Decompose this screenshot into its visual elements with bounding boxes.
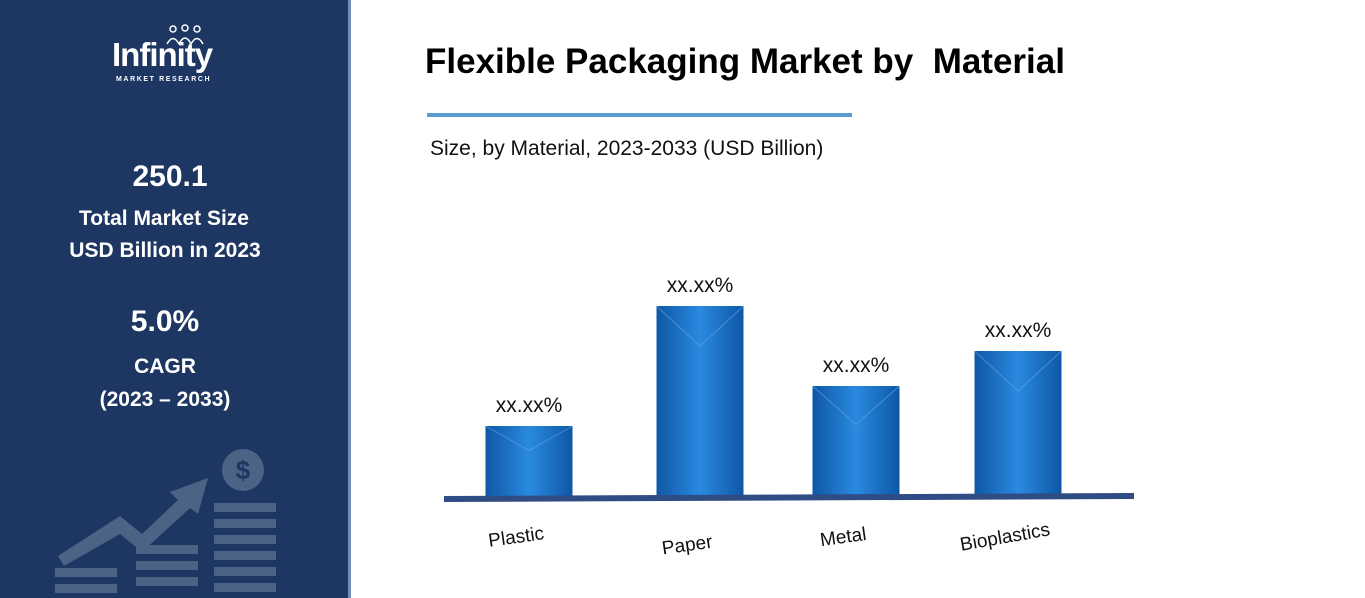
bar-bevel-plastic — [485, 425, 573, 452]
cagr-label: CAGR — [134, 355, 196, 378]
cagr-period: (2023 – 2033) — [99, 388, 231, 411]
bar-plastic — [485, 426, 573, 496]
logo-wordmark: Infinity — [112, 36, 213, 73]
logo-people-icon — [166, 24, 204, 45]
sidebar: Infinity MARKET RESEARCH 250.1 Total Mar… — [0, 0, 348, 598]
market-size-label-line1: Total Market Size — [79, 207, 249, 230]
logo-tagline: MARKET RESEARCH — [116, 76, 212, 83]
category-label-bioplastics: Bioplastics — [958, 519, 1051, 555]
bar-bevel-metal — [812, 385, 900, 426]
bar-metal — [812, 386, 900, 496]
data-label-bioplastics: xx.xx% — [985, 319, 1052, 342]
cagr-value: 5.0% — [130, 305, 200, 338]
data-label-paper: xx.xx% — [667, 274, 734, 297]
chart-title: Flexible Packaging Market by Material — [425, 42, 1065, 81]
data-label-plastic: xx.xx% — [496, 394, 563, 417]
category-label-paper: Paper — [661, 532, 715, 560]
category-label-plastic: Plastic — [487, 523, 545, 552]
chart-subtitle: Size, by Material, 2023-2033 (USD Billio… — [430, 137, 824, 160]
bar-paper — [656, 306, 744, 496]
data-label-metal: xx.xx% — [823, 354, 890, 377]
sidebar-divider — [348, 0, 351, 598]
market-size-value: 250.1 — [132, 160, 208, 193]
company-logo[interactable]: Infinity MARKET RESEARCH — [108, 24, 248, 90]
x-axis-line — [443, 493, 1135, 502]
category-label-metal: Metal — [819, 524, 868, 551]
svg-text:$: $ — [236, 455, 251, 485]
market-size-label-line2: USD Billion in 2023 — [69, 239, 261, 262]
growth-chart-dollar-icon: $ — [55, 449, 276, 593]
bar-bevel-bioplastics — [974, 350, 1062, 392]
bar-bioplastics — [974, 351, 1062, 496]
title-underline — [427, 113, 852, 117]
bar-bevel-paper — [656, 305, 744, 347]
